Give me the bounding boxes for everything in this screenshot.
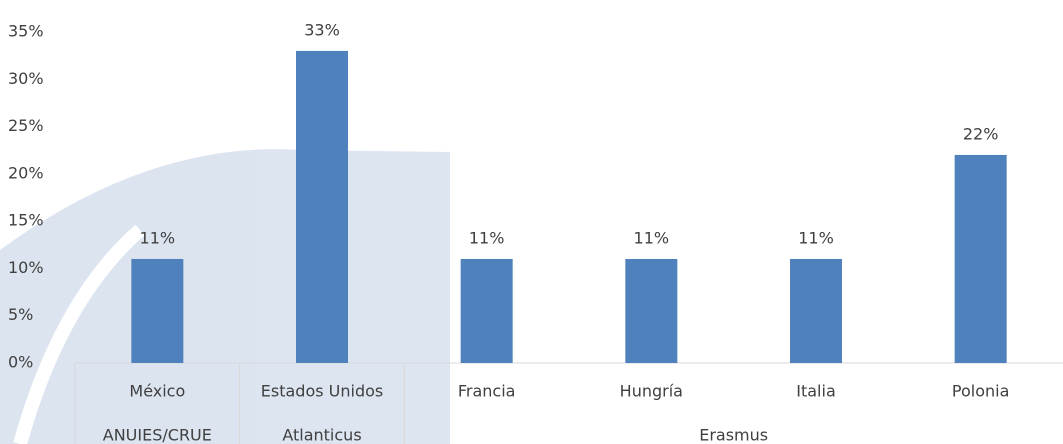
x-tick-label: Francia bbox=[458, 382, 516, 401]
bar bbox=[955, 155, 1007, 363]
value-label: 11% bbox=[798, 228, 834, 247]
value-label: 22% bbox=[963, 124, 999, 143]
value-label: 33% bbox=[304, 20, 340, 39]
bar bbox=[461, 259, 513, 363]
bar bbox=[625, 259, 677, 363]
y-tick-label: 0% bbox=[8, 353, 33, 372]
value-label: 11% bbox=[469, 228, 505, 247]
bar bbox=[790, 259, 842, 363]
x-tick-label: Polonia bbox=[952, 382, 1010, 401]
bar bbox=[296, 51, 348, 363]
y-tick-label: 35% bbox=[8, 22, 44, 41]
y-tick-label: 25% bbox=[8, 116, 44, 135]
group-label: ANUIES/CRUE bbox=[103, 426, 212, 444]
bar bbox=[131, 259, 183, 363]
chart: 0% 5% 10% 15% 20% 25% 30% 35% México 11% Estados U… bbox=[0, 0, 1063, 444]
x-tick-label: México bbox=[129, 382, 185, 401]
y-tick-label: 15% bbox=[8, 211, 44, 230]
group-label: Atlanticus bbox=[282, 426, 361, 444]
y-tick-label: 20% bbox=[8, 163, 44, 182]
value-label: 11% bbox=[634, 228, 670, 247]
x-tick-label: Estados Unidos bbox=[261, 382, 383, 401]
y-tick-label: 5% bbox=[8, 305, 33, 324]
x-tick-label: Hungría bbox=[620, 382, 683, 401]
x-tick-label: Italia bbox=[796, 382, 836, 401]
y-tick-label: 30% bbox=[8, 69, 44, 88]
value-label: 11% bbox=[140, 228, 176, 247]
y-tick-label: 10% bbox=[8, 258, 44, 277]
group-label: Erasmus bbox=[699, 426, 768, 444]
